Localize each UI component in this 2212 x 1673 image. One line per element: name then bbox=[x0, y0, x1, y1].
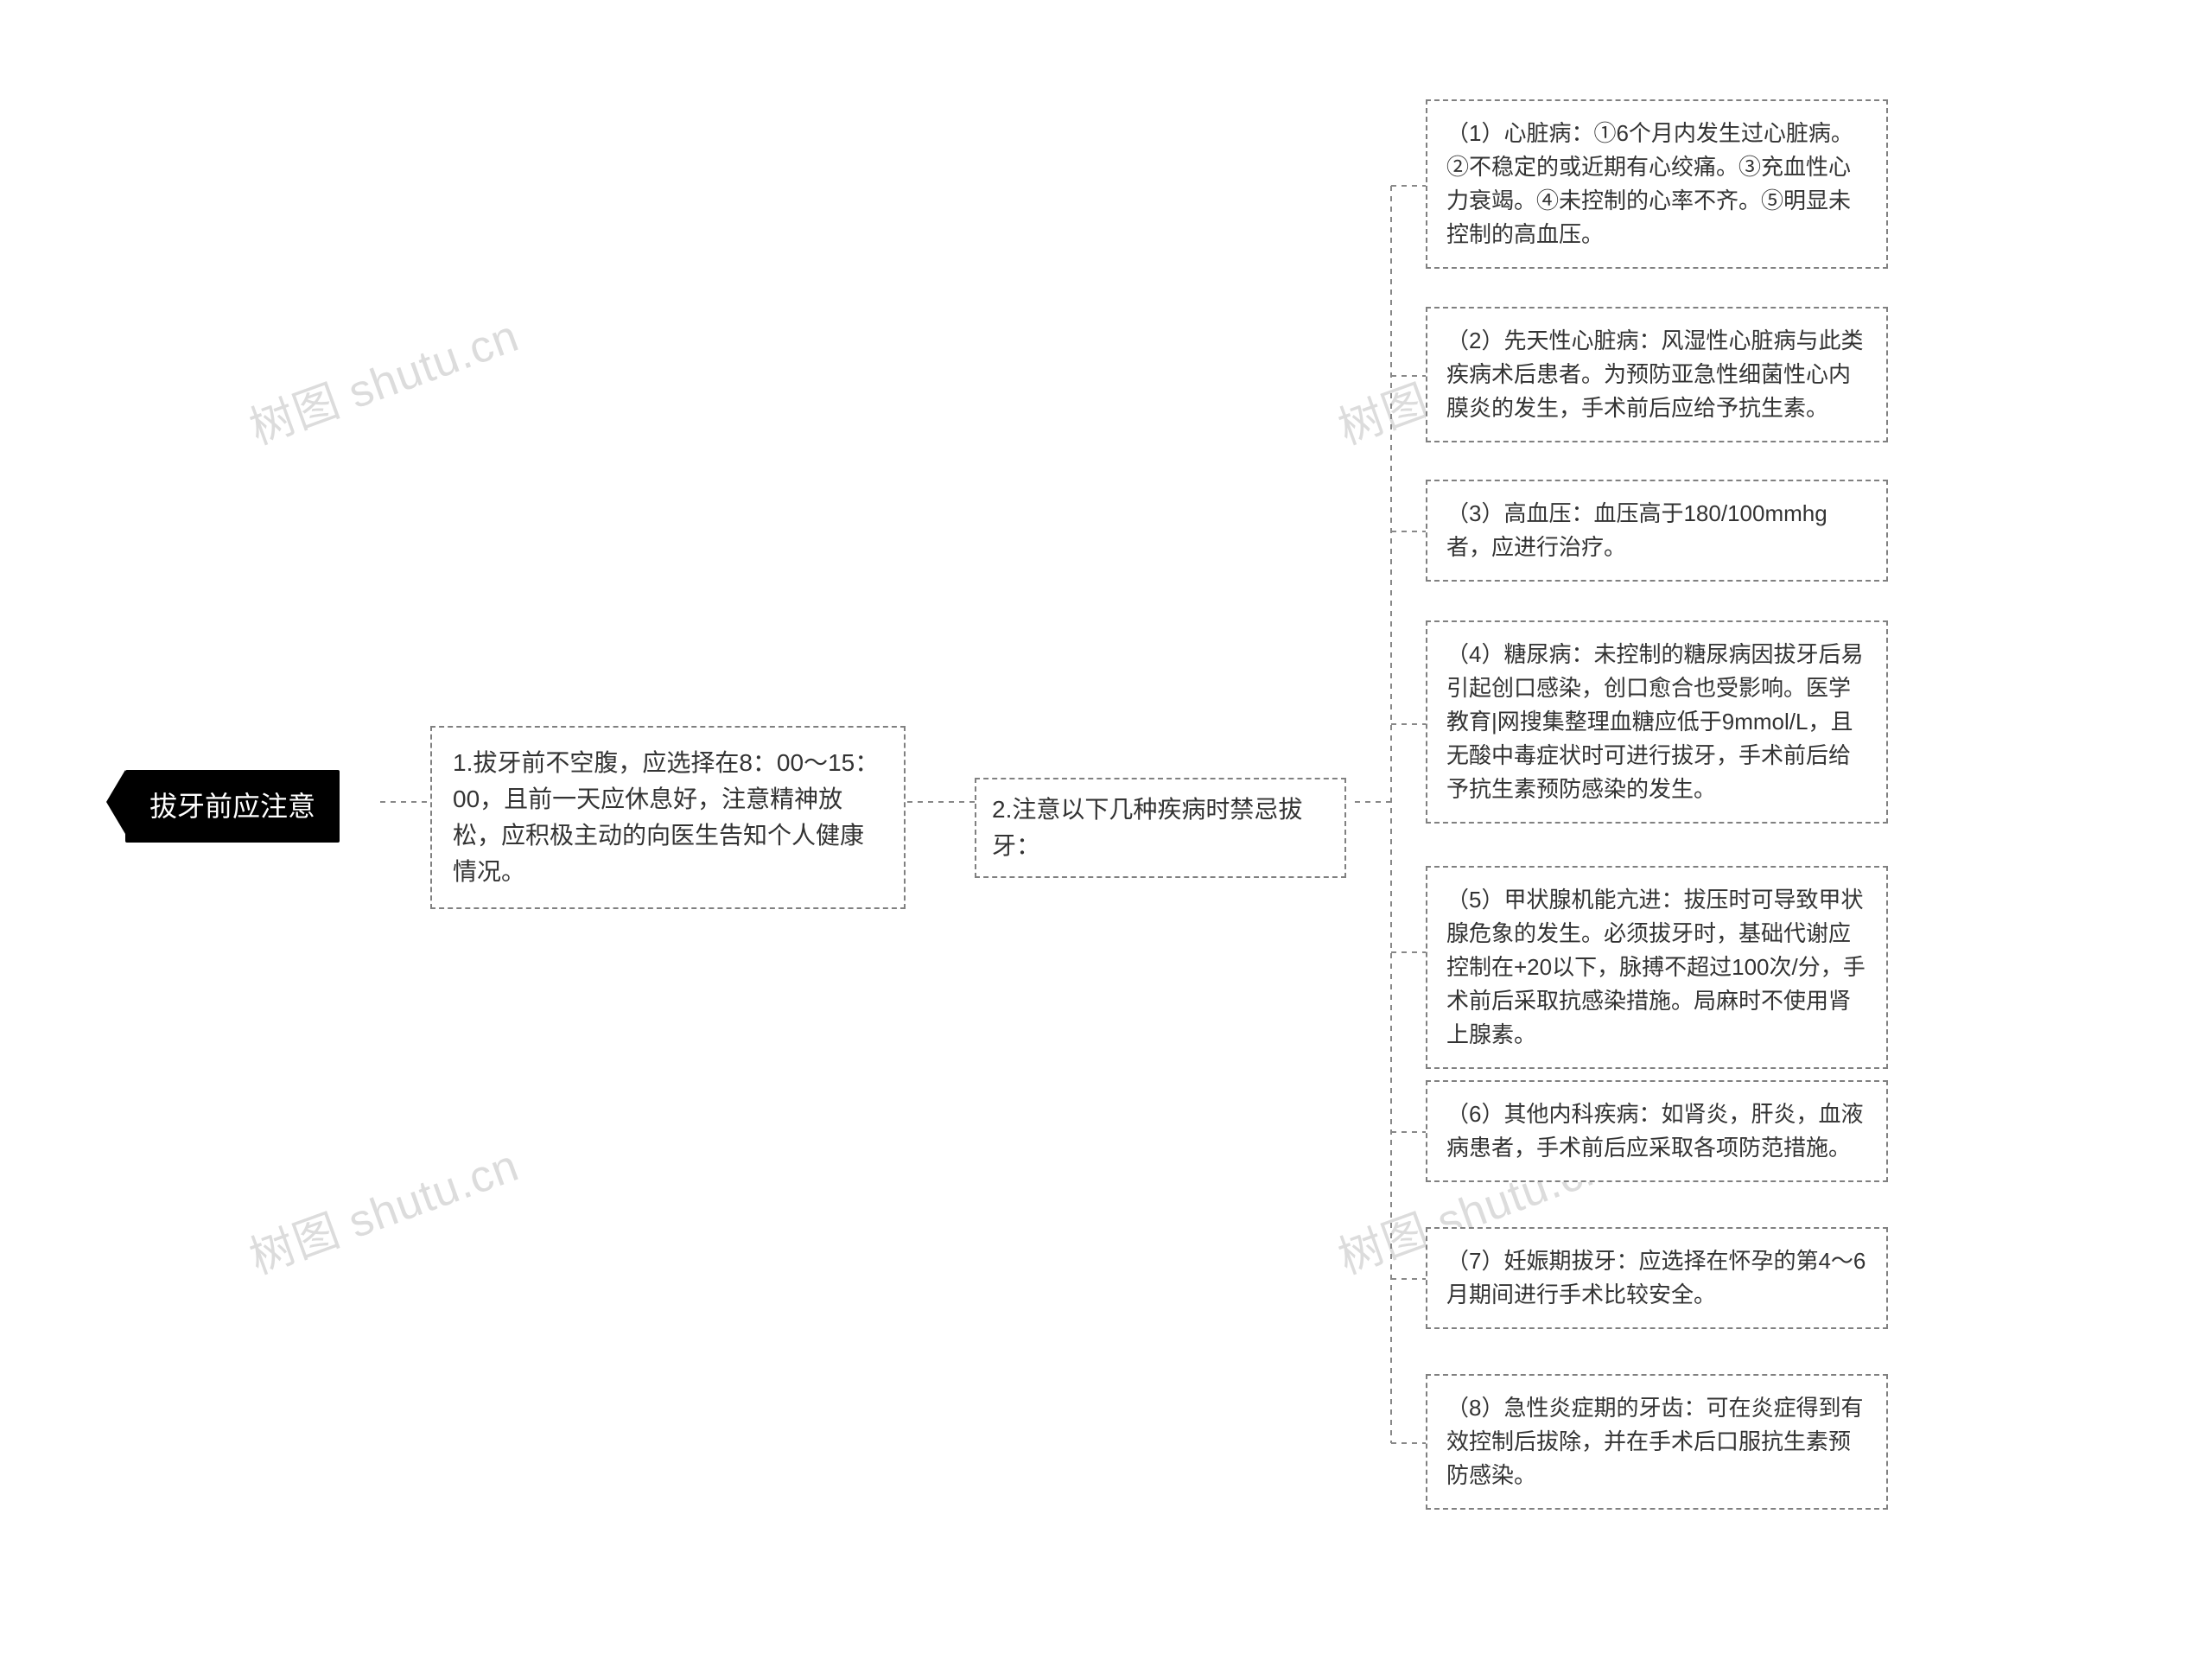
leaf-text: （2）先天性心脏病：风湿性心脏病与此类疾病术后患者。为预防亚急性细菌性心内膜炎的… bbox=[1446, 328, 1863, 421]
leaf-text: （4）糖尿病：未控制的糖尿病因拔牙后易引起创口感染，创口愈合也受影响。医学教育|… bbox=[1446, 641, 1863, 802]
branch-text: 1.拔牙前不空腹，应选择在8：00～15：00，且前一天应休息好，注意精神放松，… bbox=[453, 749, 879, 885]
diagram-canvas: 树图 shutu.cn 树图 shutu.cn 树图 shutu.cn 树图 s… bbox=[0, 0, 2212, 1673]
leaf-node: （1）心脏病：①6个月内发生过心脏病。②不稳定的或近期有心绞痛。③充血性心力衰竭… bbox=[1426, 99, 1888, 269]
root-text: 拔牙前应注意 bbox=[149, 791, 315, 822]
leaf-text: （3）高血压：血压高于180/100mmhg者，应进行治疗。 bbox=[1446, 500, 1827, 560]
branch-node-1: 1.拔牙前不空腹，应选择在8：00～15：00，且前一天应休息好，注意精神放松，… bbox=[430, 726, 906, 909]
leaf-node: （6）其他内科疾病：如肾炎，肝炎，血液病患者，手术前后应采取各项防范措施。 bbox=[1426, 1080, 1888, 1182]
leaf-node: （7）妊娠期拔牙：应选择在怀孕的第4～6月期间进行手术比较安全。 bbox=[1426, 1227, 1888, 1329]
watermark: 树图 shutu.cn bbox=[239, 1129, 526, 1287]
branch-text: 2.注意以下几种疾病时禁忌拔牙： bbox=[992, 796, 1302, 859]
leaf-text: （6）其他内科疾病：如肾炎，肝炎，血液病患者，手术前后应采取各项防范措施。 bbox=[1446, 1101, 1863, 1161]
leaf-text: （7）妊娠期拔牙：应选择在怀孕的第4～6月期间进行手术比较安全。 bbox=[1446, 1248, 1866, 1307]
watermark: 树图 shutu.cn bbox=[239, 300, 526, 457]
leaf-node: （4）糖尿病：未控制的糖尿病因拔牙后易引起创口感染，创口愈合也受影响。医学教育|… bbox=[1426, 620, 1888, 824]
branch-node-2: 2.注意以下几种疾病时禁忌拔牙： bbox=[975, 778, 1346, 878]
leaf-text: （5）甲状腺机能亢进：拔压时可导致甲状腺危象的发生。必须拔牙时，基础代谢应控制在… bbox=[1446, 887, 1866, 1047]
leaf-node: （3）高血压：血压高于180/100mmhg者，应进行治疗。 bbox=[1426, 480, 1888, 582]
leaf-text: （8）急性炎症期的牙齿：可在炎症得到有效控制后拔除，并在手术后口服抗生素预防感染… bbox=[1446, 1395, 1863, 1488]
leaf-node: （8）急性炎症期的牙齿：可在炎症得到有效控制后拔除，并在手术后口服抗生素预防感染… bbox=[1426, 1374, 1888, 1510]
leaf-node: （5）甲状腺机能亢进：拔压时可导致甲状腺危象的发生。必须拔牙时，基础代谢应控制在… bbox=[1426, 866, 1888, 1069]
leaf-text: （1）心脏病：①6个月内发生过心脏病。②不稳定的或近期有心绞痛。③充血性心力衰竭… bbox=[1446, 120, 1853, 247]
root-node: 拔牙前应注意 bbox=[125, 770, 340, 843]
leaf-node: （2）先天性心脏病：风湿性心脏病与此类疾病术后患者。为预防亚急性细菌性心内膜炎的… bbox=[1426, 307, 1888, 442]
